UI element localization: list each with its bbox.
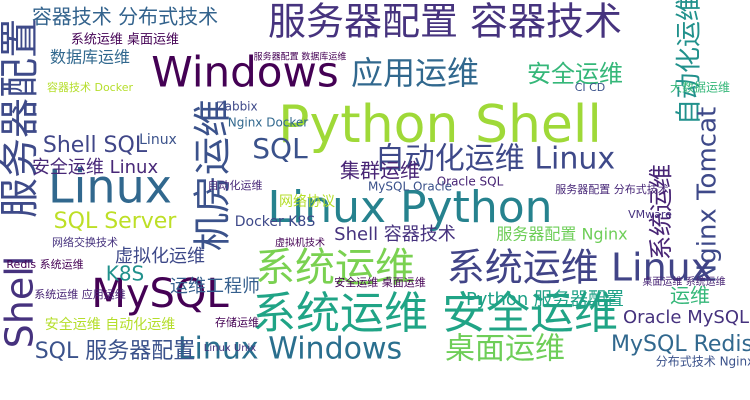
word: Zabbix — [216, 100, 257, 114]
word: 安全运维 Linux — [32, 157, 159, 178]
word: 应用运维 — [351, 54, 479, 92]
word: 虚拟化运维 — [115, 246, 205, 267]
word: Linux Windows — [178, 332, 402, 367]
word: 系统运维 Linux — [447, 246, 713, 290]
word: 系统运维 — [255, 245, 415, 291]
word: VMware — [628, 208, 672, 221]
word: 集群运维 — [340, 159, 420, 183]
word: 服务器配置 — [0, 18, 43, 218]
word: 系统运维 桌面运维 — [71, 33, 179, 48]
word: Linux — [139, 132, 177, 148]
word: Redis 系统运维 — [6, 258, 83, 271]
word: Linux — [48, 160, 172, 214]
word: K8S — [106, 262, 145, 286]
word: 服务器配置 数据库运维 — [254, 51, 347, 63]
word: 桌面运维 — [445, 332, 565, 367]
word: 分布式技术 Nginx — [656, 355, 750, 369]
word: MySQL Redis — [611, 332, 750, 357]
word: Linux Python — [267, 182, 552, 233]
word: 存储运维 — [215, 315, 259, 329]
word: Python Shell — [278, 95, 602, 155]
word: 容器技术 分布式技术 — [32, 5, 218, 29]
word: CI CD — [575, 81, 606, 94]
word: 桌面运维 系统运维 — [642, 275, 725, 288]
word: 系统运维 安全运维 — [252, 288, 618, 339]
word: 自动化运维 Linux — [375, 142, 615, 177]
word: 服务器配置 分布式技术 — [555, 183, 669, 196]
word: 运维 — [670, 284, 710, 308]
word: 网络协议 — [279, 194, 335, 210]
word: 数据库运维 — [50, 48, 130, 67]
word: SQL Server — [54, 209, 178, 234]
word: 机房运维 — [191, 99, 235, 251]
word: Shell SQL — [43, 133, 148, 158]
word: 网络交换技术 — [52, 235, 118, 249]
word: Nginx Tomcat — [693, 107, 723, 283]
word: Shell — [0, 256, 42, 349]
word: 运维工程师 — [170, 276, 260, 297]
word: MySQL — [91, 271, 229, 317]
word: 自动化运维 — [208, 178, 263, 192]
word: 系统运维 — [647, 164, 675, 260]
word: Nginx Docker — [228, 116, 309, 130]
word: Shell 容器技术 — [334, 224, 456, 245]
word: 服务器配置 Nginx — [496, 225, 627, 244]
word: Windows — [151, 48, 338, 97]
word: SQL 服务器配置 — [35, 339, 196, 364]
word: Oracle SQL — [437, 175, 504, 189]
word: 安全运维 桌面运维 — [334, 275, 426, 289]
word: 安全运维 自动化运维 — [45, 316, 175, 333]
word: 系统运维 应用运维 — [34, 287, 126, 301]
word: Python 服务器配置 — [466, 289, 624, 310]
word: MySQL Oracle — [368, 180, 452, 194]
word: 大数据运维 — [670, 80, 730, 95]
word: 容器技术 Docker — [47, 80, 133, 94]
word: SQL — [252, 132, 308, 165]
word: Linux Unix — [204, 343, 257, 354]
word: Docker K8S — [235, 214, 316, 230]
word: Oracle MySQL — [623, 307, 749, 328]
word: 自动化运维 — [675, 0, 705, 125]
word: 虚拟机技术 — [275, 236, 325, 249]
word: 安全运维 — [527, 60, 623, 88]
word: 服务器配置 容器技术 — [268, 0, 622, 44]
